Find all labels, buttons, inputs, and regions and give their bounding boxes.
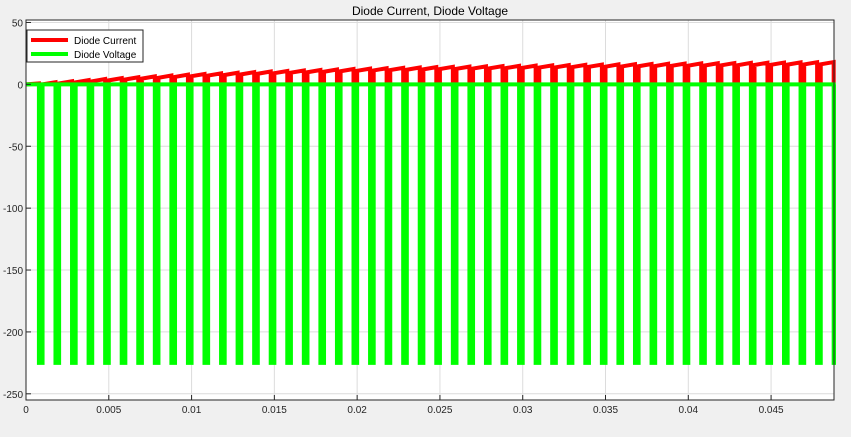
series-layer (25, 59, 836, 365)
y-tick-label: 50 (12, 18, 24, 29)
x-tick-label: 0.03 (513, 405, 533, 416)
y-tick-label: -200 (3, 328, 23, 339)
plot-border (25, 19, 835, 401)
x-tick-label: 0.045 (759, 405, 784, 416)
y-tick-label: -250 (3, 390, 23, 401)
y-tick-label: -100 (3, 204, 23, 215)
x-tick-label: 0.04 (679, 405, 699, 416)
y-tick-label: -50 (9, 142, 24, 153)
x-tick-label: 0.035 (593, 405, 618, 416)
legend-label-current: Diode Current (74, 36, 136, 47)
axis-ticks: 0 0.005 0.01 0.015 0.02 0.025 0.03 0.035 0.04 0.0… (3, 18, 784, 416)
legend-box (26, 29, 144, 63)
legend-label-voltage: Diode Voltage (74, 50, 137, 61)
x-tick-label: 0.005 (96, 405, 121, 416)
y-tick-label: -150 (3, 266, 23, 277)
x-tick-label: 0.025 (427, 405, 452, 416)
legend[interactable]: Diode Current Diode Voltage (26, 29, 144, 63)
x-tick-label: 0.02 (347, 405, 367, 416)
x-tick-label: 0.015 (262, 405, 287, 416)
x-tick-label: 0.01 (182, 405, 202, 416)
y-tick-label: 0 (17, 80, 23, 91)
x-tick-label: 0 (23, 405, 29, 416)
series-line-diode-voltage (26, 82, 836, 365)
chart-title: Diode Current, Diode Voltage (352, 4, 508, 18)
